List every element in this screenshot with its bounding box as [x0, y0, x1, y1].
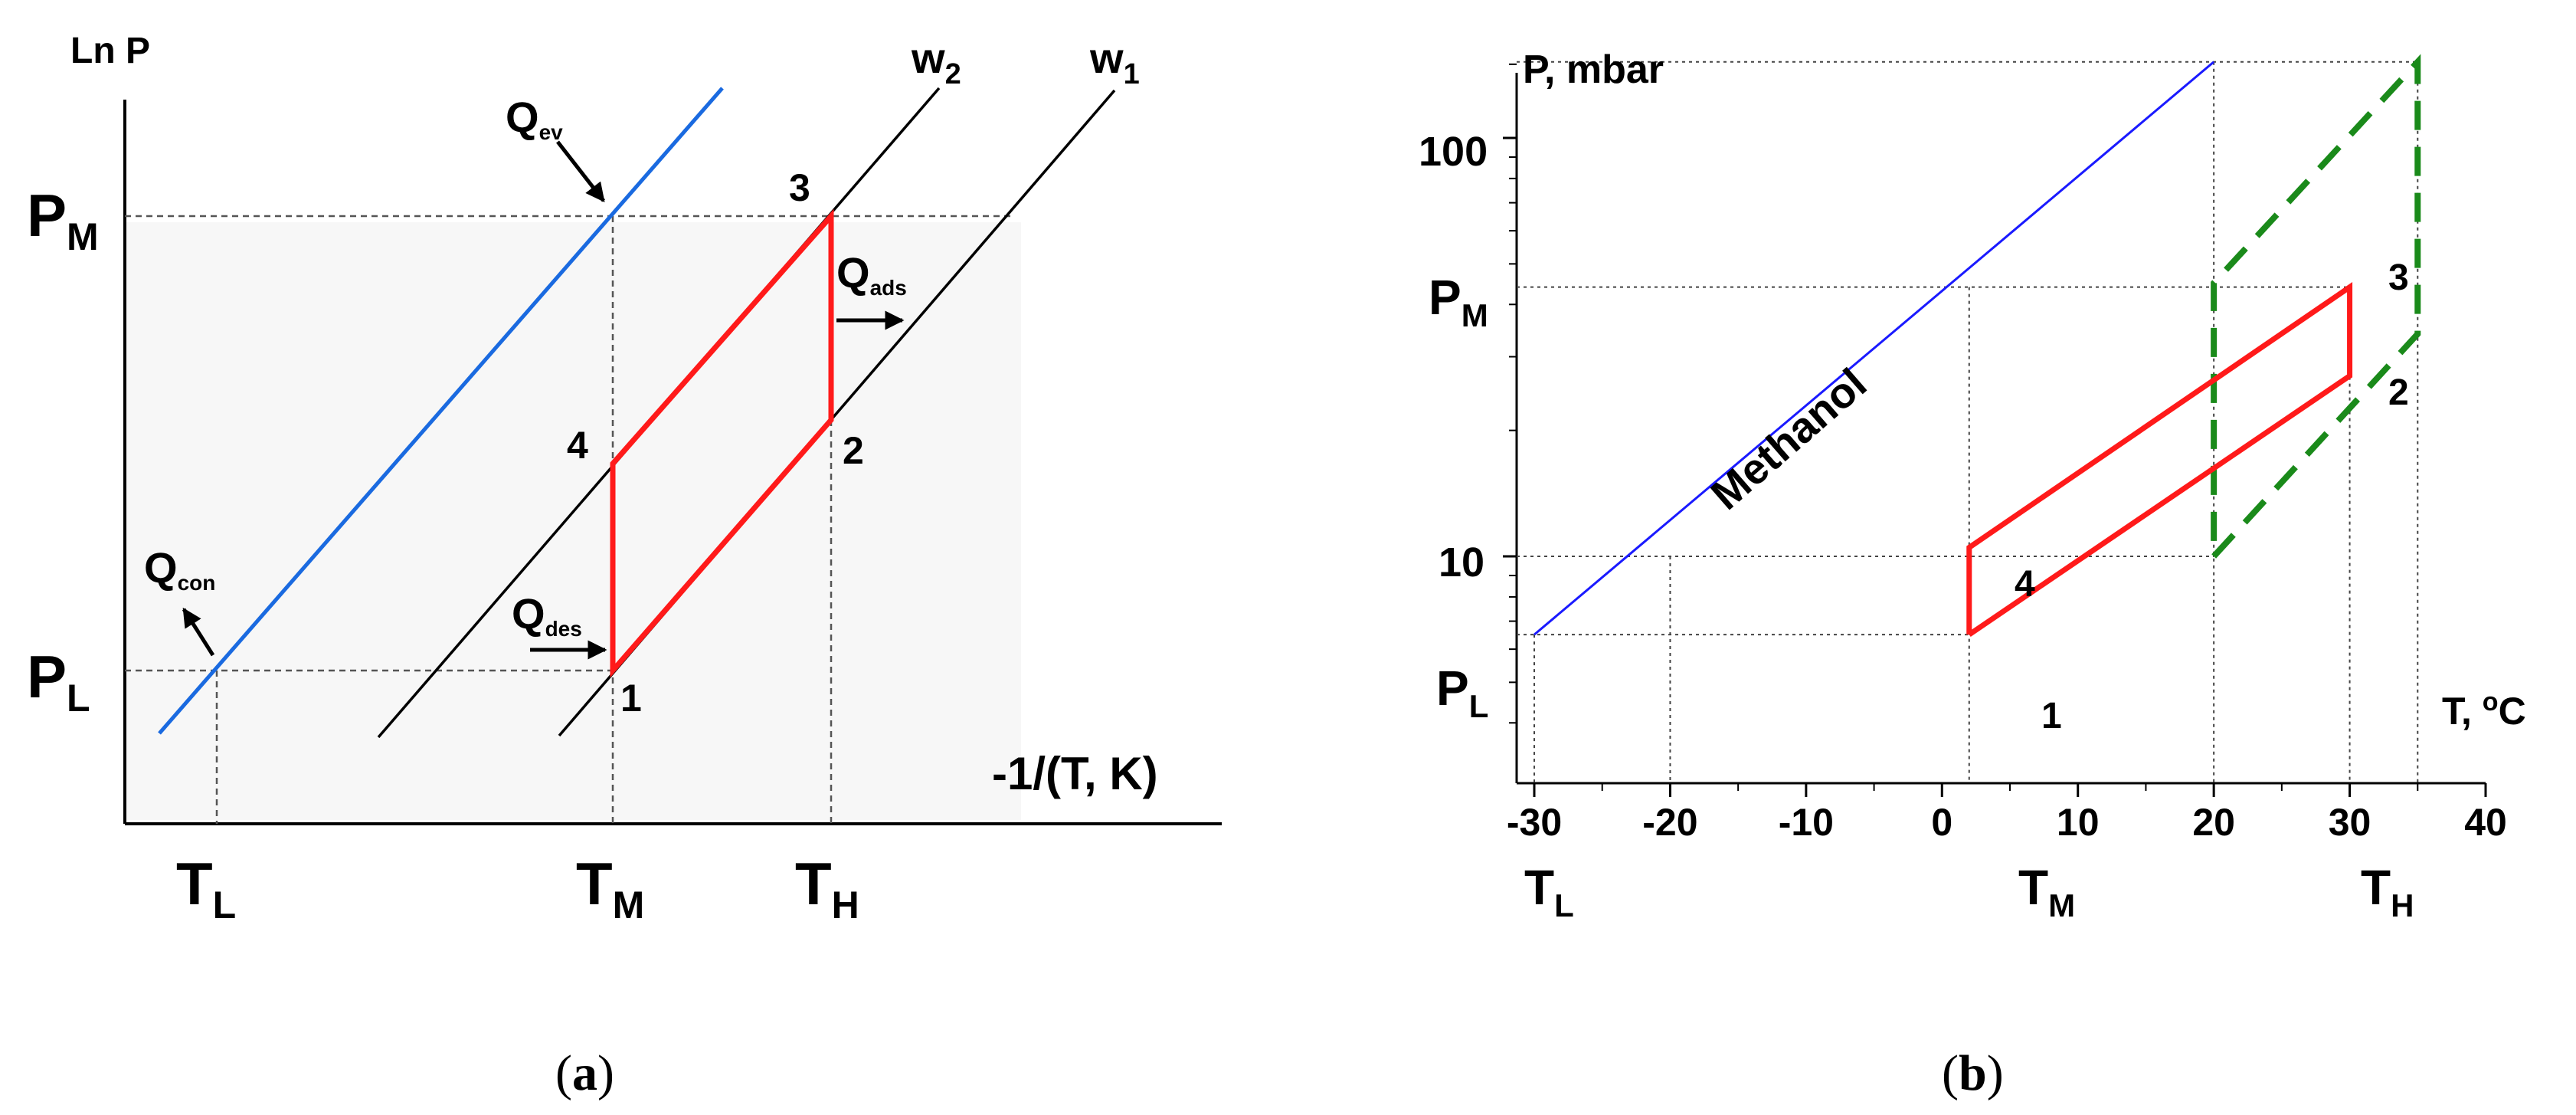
x-tick-label-30: 30	[2329, 801, 2371, 844]
panel-b-point-3: 3	[2388, 257, 2409, 298]
panel-b-pl-label: PL	[1436, 661, 1488, 724]
x-tick-label-0: 0	[1931, 801, 1952, 844]
methanol-label: Methanol	[1702, 359, 1876, 519]
panel-b-tl-label: TL	[1524, 860, 1574, 923]
panel-b-cycle	[1966, 282, 2353, 638]
q-ev-label: Qev	[506, 93, 563, 144]
vapor-pressure-line	[158, 87, 724, 735]
point-1-label: 1	[620, 677, 642, 720]
panel-a-cycle	[610, 208, 834, 678]
y-tick-10: 10	[1439, 539, 1484, 585]
panel-b-x-axis-label: T, oC	[2442, 687, 2526, 733]
point-3-label: 3	[789, 166, 810, 209]
point-2-label: 2	[843, 429, 864, 472]
point-4-label: 4	[567, 424, 588, 467]
w2-label: w2	[911, 34, 961, 90]
caption-b: (b)	[1942, 1045, 2004, 1101]
q-ads-label: Qads	[836, 248, 907, 300]
q-con-arrow	[182, 607, 215, 657]
panel-b-th-label: TH	[2361, 860, 2414, 923]
panel-b-point-2: 2	[2388, 372, 2409, 413]
q-des-label: Qdes	[512, 589, 582, 641]
q-ev-arrow	[556, 140, 605, 202]
panel-b-y-axis-label: P, mbar	[1523, 48, 1664, 92]
panel-b-point-4: 4	[2015, 564, 2035, 605]
x-tick-label--30: -30	[1507, 801, 1562, 844]
panel-b-series	[1533, 54, 2421, 638]
caption-a: (a)	[555, 1045, 614, 1101]
panel-a: Ln P -1/(T, K) PM PL TL TM TH w2 w1 Qev …	[27, 31, 1222, 1101]
panel-b-y-ticks	[1503, 63, 1517, 724]
x-tick-label--20: -20	[1642, 801, 1697, 844]
y-tick-100: 100	[1419, 129, 1488, 175]
pm-label: PM	[27, 182, 99, 258]
methanol-line	[1533, 61, 2215, 636]
x-tick-label--10: -10	[1779, 801, 1834, 844]
x-tick-label-10: 10	[2057, 801, 2100, 844]
panel-a-y-axis-label: Ln P	[70, 31, 150, 71]
pl-label: PL	[27, 643, 90, 720]
panel-b-tm-label: TM	[2018, 860, 2075, 923]
tl-label: TL	[176, 850, 236, 926]
w1-label: w1	[1089, 34, 1140, 90]
panel-b-x-ticks	[1533, 783, 2487, 797]
panel-b-pm-label: PM	[1429, 270, 1488, 333]
q-con-label: Qcon	[144, 543, 215, 595]
envelope-dashed	[2211, 54, 2421, 559]
panel-b-point-1: 1	[2041, 696, 2062, 736]
x-tick-label-20: 20	[2192, 801, 2235, 844]
tm-label: TM	[576, 850, 644, 926]
th-label: TH	[795, 850, 859, 926]
x-tick-label-40: 40	[2464, 801, 2507, 844]
panel-a-shading	[125, 222, 1021, 820]
panel-b: -30 -20 -10 0 10 20 30 40 P, mbar T, oC 100 10 …	[1419, 48, 2526, 1101]
panel-a-x-axis-label: -1/(T, K)	[992, 748, 1158, 799]
panel-b-tick-labels: -30 -20 -10 0 10 20 30 40	[1507, 801, 2507, 844]
